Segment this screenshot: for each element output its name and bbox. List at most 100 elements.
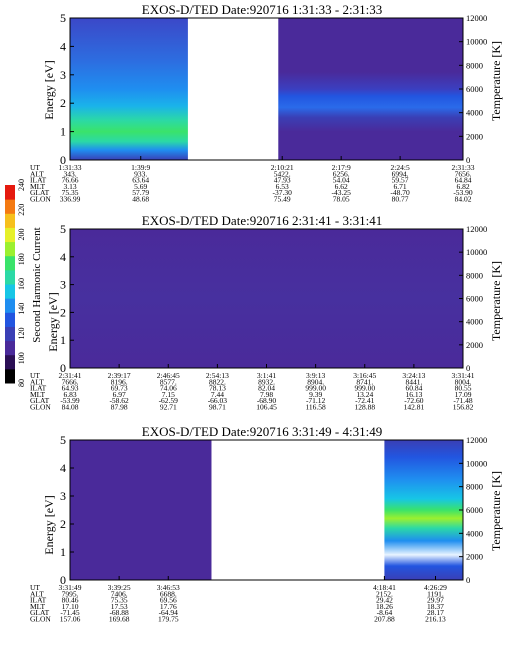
y-tick-label: 2 [60,305,66,319]
y2-tick-label: 0 [466,155,470,165]
table-cell: 8196. [111,377,128,386]
panel-title: EXOS-D/TED Date:920716 2:31:41 - 3:31:41 [142,213,382,228]
table-cell: 3:24:13 [402,371,425,380]
table-cell: 57.79 [132,188,149,197]
table-cell: 78.05 [333,195,350,204]
y2-tick-label: 6000 [466,505,483,515]
y-tick-label: 5 [60,11,66,25]
data-block-1 [278,18,463,160]
y-tick-label: 3 [60,68,66,82]
plot-area: 0 1 2 3 4 5 0 2000 4000 6000 8000 10000 12000 [60,433,487,587]
table-cell: 98.71 [209,403,226,412]
table-cell: 17.10 [62,602,79,611]
y-tick-label: 0 [60,573,66,587]
table-cell: 2:24:5 [391,163,410,172]
table-cell: 8441. [405,377,422,386]
data-block-1 [384,440,463,580]
table-row-label: UT [30,163,40,172]
table-row-label: GLON [30,403,51,412]
plot-area: 0 1 2 3 4 5 0 2000 4000 6000 8000 10000 12000 [60,11,487,167]
y-tick-label: 4 [60,250,66,264]
y2-tick-label: 10000 [466,458,487,468]
table-cell: 7.15 [162,390,175,399]
table-cell: 82.04 [258,384,275,393]
table-cell: 17.76 [160,602,177,611]
panel-3: EXOS-D/TED Date:920716 3:31:49 - 4:31:49… [30,424,503,624]
table-cell: -68.90 [257,396,277,405]
table-cell: 74.06 [160,384,177,393]
colorbar-cell [5,368,15,384]
data-table: UTALTILATMLTGLATGLON3:31:497995.80.4617.… [30,583,447,624]
y2-axis-label: Temperature [K] [489,471,503,551]
table-cell: 2:39:17 [108,371,131,380]
y-tick-label: 3 [60,489,66,503]
table-cell: 75.35 [62,188,79,197]
y2-tick-label: 0 [466,363,470,373]
colorbar-cell [5,269,15,285]
table-cell: 64.93 [62,384,79,393]
table-cell: 69.73 [111,384,128,393]
table-cell: 2:10:21 [271,163,294,172]
y2-tick-label: 8000 [466,270,483,280]
y2-tick-label: 4000 [466,317,483,327]
table-cell: -62.59 [159,396,179,405]
y-tick-label: 5 [60,433,66,447]
panel-title: EXOS-D/TED Date:920716 1:31:33 - 2:31:33 [142,2,382,17]
colorbar-ticks: 80 100 120 140 160 180 200 220 240 [17,179,26,387]
table-cell: 999.00 [305,384,326,393]
table-cell: 179.75 [158,615,179,624]
table-row-label: GLON [30,615,51,624]
table-cell: 7995. [62,589,79,598]
table-cell: -71.45 [60,608,80,617]
table-cell: 75.49 [274,195,291,204]
table-cell: 2:46:45 [157,371,180,380]
table-cell: 6256. [333,169,350,178]
colorbar-cell [5,255,15,271]
table-cell: 9.39 [309,390,322,399]
table-cell: -72.60 [404,396,424,405]
data-block-0 [70,18,188,160]
table-cell: 3.13 [63,182,76,191]
y2-axis-label: Temperature [K] [489,41,503,121]
table-cell: 999.00 [354,384,375,393]
table-cell: -58.62 [109,396,129,405]
table-cell: 156.82 [453,403,474,412]
table-cell: 2:17:9 [332,163,351,172]
colorbar-cell [5,284,15,299]
table-row-label: MLT [30,390,46,399]
table-cell: 116.58 [305,403,326,412]
table-cell: 6.82 [456,182,469,191]
table-cell: 54.04 [333,176,350,185]
table-cell: 8822. [209,377,226,386]
table-cell: 76.66 [62,176,79,185]
table-cell: 336.99 [60,195,81,204]
y-axis-label: Energy [eV] [46,292,60,351]
table-cell: -53.99 [60,396,80,405]
colorbar-cell [5,185,15,200]
y2-tick-label: 8000 [466,60,483,70]
table-cell: -66.03 [208,396,228,405]
table-cell: 4:18:41 [373,583,396,592]
table-cell: 6.83 [63,390,76,399]
table-cell: 106.45 [256,403,277,412]
colorbar-tick-label: 240 [17,179,26,191]
table-cell: 933. [134,169,147,178]
table-cell: 3:31:49 [59,583,82,592]
table-cell: 142.81 [404,403,425,412]
table-cell: 157.06 [60,615,81,624]
table-cell: 6.53 [276,182,289,191]
panel-1: EXOS-D/TED Date:920716 1:31:33 - 2:31:33… [30,2,503,204]
table-cell: 6688. [160,589,177,598]
table-cell: 7.98 [260,390,273,399]
y2-tick-label: 0 [466,575,470,585]
y-tick-label: 2 [60,96,66,110]
table-cell: 80.55 [455,384,472,393]
table-row-label: ILAT [30,384,47,393]
table-cell: 18.26 [376,602,393,611]
table-row-label: ALT [30,589,44,598]
table-cell: 60.84 [405,384,422,393]
table-cell: 3:16:45 [353,371,376,380]
y2-tick-label: 6000 [466,84,483,94]
table-cell: 6.62 [335,182,348,191]
